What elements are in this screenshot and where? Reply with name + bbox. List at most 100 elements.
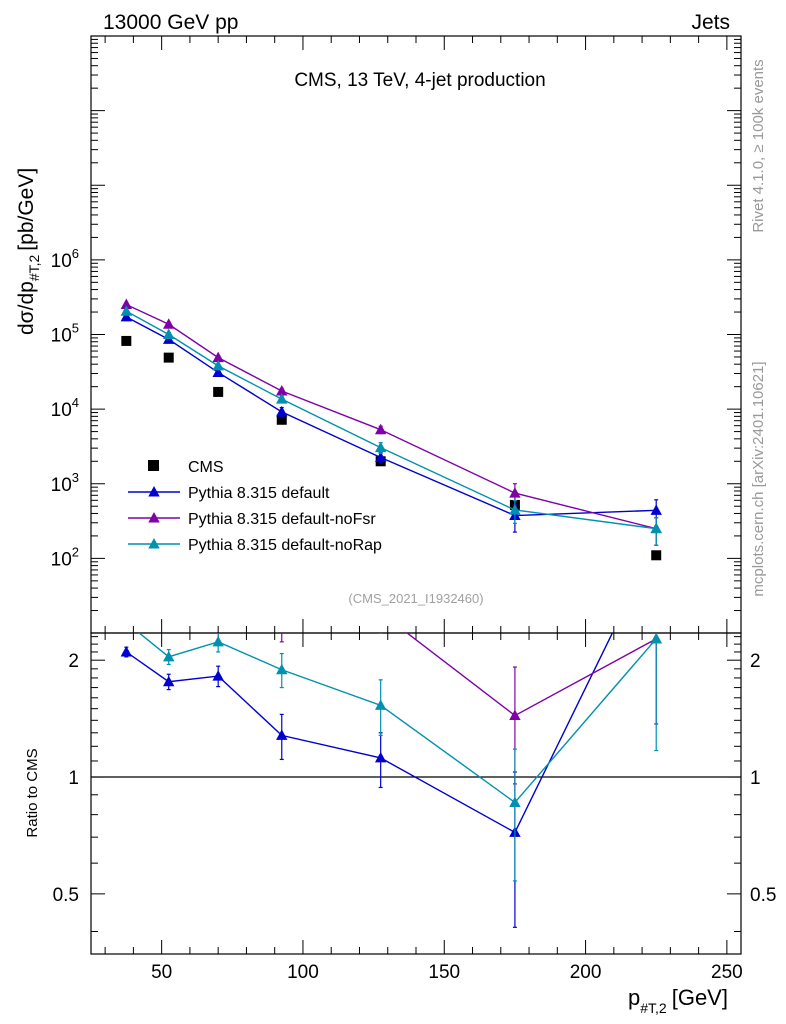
ratio-series-pythia-8-315-default-norap	[121, 617, 662, 882]
x-tick-label: 50	[151, 962, 172, 983]
ratio-line	[138, 633, 657, 804]
data-point	[374, 451, 387, 462]
data-point	[509, 503, 521, 515]
ratio-y-tick-label: 0.5	[53, 885, 79, 906]
ratio-frame	[90, 632, 742, 955]
legend-marker	[148, 538, 160, 549]
ratio-point	[120, 645, 133, 657]
y-axis-title: dσ/dp#T,2 [pb/GeV]	[15, 168, 42, 335]
data-point	[276, 414, 287, 425]
header-right: Jets	[691, 11, 730, 34]
ratio-point	[509, 796, 521, 807]
data-point	[120, 305, 133, 316]
legend-marker	[148, 486, 160, 497]
ratio-y-tick-labels: 0.5 0.5 1 1 2 2	[53, 651, 777, 906]
legend-marker	[148, 512, 160, 523]
data-point	[276, 393, 288, 404]
ratio-point	[212, 635, 224, 647]
legend-entry: Pythia 8.315 default-noFsr	[128, 511, 376, 528]
ratio-panel: 0.5 0.5 1 1 2 2 Ratio to CMS 50 100 150 200 250 p…	[24, 582, 777, 1016]
ratio-y-axis-title: Ratio to CMS	[24, 748, 41, 837]
data-point	[163, 328, 175, 339]
ratio-series-pythia-8-315-default-nofsr	[121, 582, 662, 785]
data-point	[120, 298, 133, 310]
legend-label: Pythia 8.315 default	[188, 485, 330, 502]
ratio-point	[374, 751, 387, 763]
analysis-tag: (CMS_2021_I1932460)	[348, 591, 483, 606]
series-pythia-8-315-default-norap	[120, 305, 662, 546]
legend-label: CMS	[188, 459, 224, 476]
ratio-point	[163, 597, 174, 608]
y-axis-title-sub: #T,2	[26, 254, 42, 281]
y-tick-label: 103	[51, 470, 79, 496]
ratio-y-tick-label-right: 0.5	[750, 885, 776, 906]
data-point	[374, 423, 387, 435]
data-point	[163, 318, 175, 329]
main-series	[120, 298, 662, 561]
data-point	[213, 386, 224, 397]
main-ticks	[91, 35, 741, 634]
y-tick-label: 106	[51, 246, 79, 272]
data-point	[120, 310, 133, 322]
legend: CMS Pythia 8.315 default Pythia 8.315 defa…	[128, 459, 382, 554]
data-point	[212, 351, 224, 363]
legend-entry: Pythia 8.315 default-noRap	[128, 537, 382, 554]
ratio-point	[121, 617, 132, 628]
y-tick-label: 104	[51, 395, 79, 421]
mcplots-label: mcplots.cern.ch [arXiv:2401.10621]	[750, 361, 767, 596]
y-tick-label: 102	[51, 544, 79, 570]
ratio-y-tick-label-right: 2	[750, 651, 761, 672]
ratio-y-tick-label-right: 1	[750, 768, 761, 789]
ratio-y-tick-label: 1	[68, 768, 79, 789]
header-left: 13000 GeV pp	[103, 11, 238, 34]
data-point	[509, 487, 521, 498]
legend-marker	[148, 460, 159, 471]
x-axis-title-main: p	[628, 985, 640, 1010]
ratio-point	[121, 582, 132, 593]
x-axis-title: p#T,2 [GeV]	[628, 985, 728, 1016]
y-tick-label-exp: 6	[72, 246, 79, 261]
y-tick-label-base: 10	[51, 326, 72, 347]
y-axis-title-unit: [pb/GeV]	[15, 168, 38, 251]
y-tick-label-exp: 3	[72, 470, 79, 485]
y-tick-label-exp: 2	[72, 544, 79, 559]
data-point	[276, 405, 288, 417]
ratio-point	[276, 621, 287, 632]
rivet-label: Rivet 4.1.0, ≥ 100k events	[750, 59, 767, 232]
x-axis-title-unit: [GeV]	[672, 985, 728, 1010]
series-pythia-8-315-default-nofsr	[120, 298, 662, 546]
ratio-line	[125, 633, 614, 834]
ratio-y-tick-label: 2	[68, 651, 79, 672]
ratio-point	[212, 593, 223, 604]
y-tick-label-base: 10	[51, 251, 72, 272]
ratio-point	[276, 729, 288, 740]
x-tick-labels: 50 100 150 200 250	[151, 962, 743, 983]
data-point	[121, 335, 132, 346]
plot-title: CMS, 13 TeV, 4-jet production	[294, 70, 545, 91]
ratio-point	[650, 633, 662, 644]
y-tick-label-base: 10	[51, 400, 72, 421]
ratio-series	[120, 582, 662, 928]
data-point	[650, 522, 662, 534]
legend-entry: CMS	[148, 459, 224, 476]
ratio-point	[212, 670, 224, 681]
x-tick-label: 150	[428, 962, 460, 983]
ratio-point	[375, 607, 386, 618]
x-tick-label: 200	[570, 962, 602, 983]
ratio-line	[405, 633, 657, 717]
ratio-point	[276, 663, 288, 675]
data-point	[650, 504, 662, 515]
ratio-point	[509, 709, 521, 721]
data-point	[276, 384, 288, 396]
ratio-point	[374, 699, 387, 710]
x-axis-title-sub: #T,2	[640, 1000, 667, 1016]
x-tick-label: 100	[287, 962, 319, 983]
y-tick-label-base: 10	[51, 475, 72, 496]
data-point	[212, 359, 224, 371]
y-tick-label-exp: 5	[72, 321, 79, 336]
y-tick-label: 105	[51, 321, 79, 347]
ratio-point	[163, 650, 175, 662]
data-point	[212, 366, 224, 377]
data-point	[163, 352, 174, 363]
